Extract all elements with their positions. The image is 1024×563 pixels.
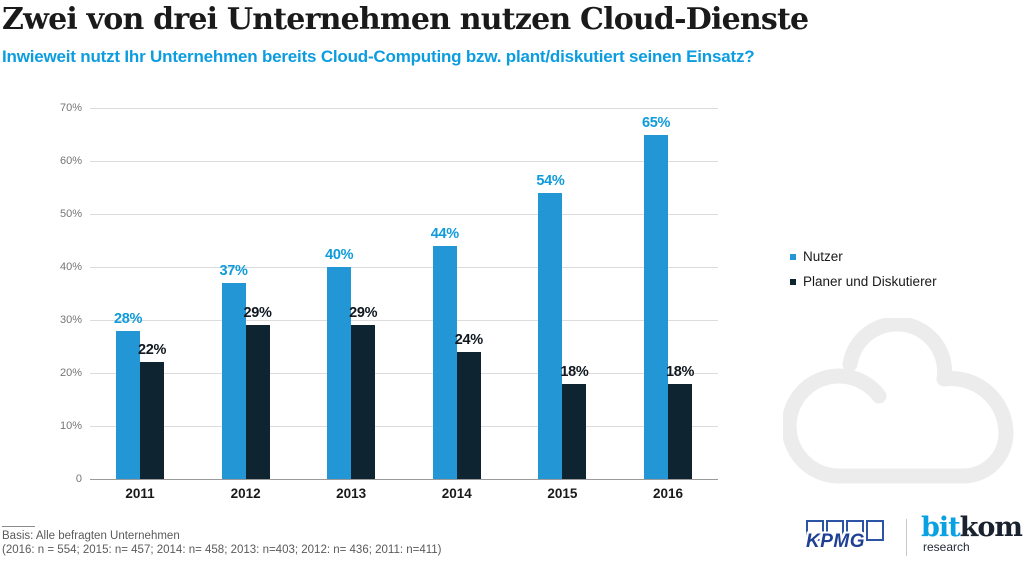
bar-nutzer-2012 bbox=[221, 282, 246, 479]
bar-planer-2015 bbox=[562, 383, 587, 479]
gridline-0 bbox=[90, 479, 718, 480]
value-label-nutzer-2015: 54% bbox=[536, 172, 565, 189]
bar-planer-2014 bbox=[456, 351, 481, 479]
value-label-nutzer-2014: 44% bbox=[430, 225, 459, 242]
y-tick-label: 60% bbox=[59, 155, 82, 167]
x-tick-label-2015: 2015 bbox=[547, 486, 578, 501]
y-tick-label: 70% bbox=[59, 102, 82, 114]
kpmg-squares-icon bbox=[806, 520, 892, 541]
kpmg-wordmark: KPMG bbox=[806, 531, 865, 552]
y-tick-label: 10% bbox=[59, 420, 82, 432]
bar-nutzer-2011 bbox=[116, 330, 140, 479]
value-label-planer-2012: 29% bbox=[243, 305, 272, 322]
bar-nutzer-2015 bbox=[538, 192, 563, 479]
logo-divider bbox=[906, 519, 907, 556]
value-label-planer-2011: 22% bbox=[137, 342, 167, 359]
bar-planer-2012 bbox=[245, 325, 270, 479]
gridline-60 bbox=[90, 161, 718, 162]
bar-planer-2016 bbox=[668, 383, 692, 479]
value-label-nutzer-2012: 37% bbox=[219, 262, 248, 279]
value-label-planer-2016: 18% bbox=[665, 363, 695, 380]
value-label-planer-2013: 29% bbox=[349, 305, 378, 322]
gridline-10 bbox=[90, 426, 718, 427]
y-tick-label: 40% bbox=[59, 261, 82, 273]
x-tick-label-2011: 2011 bbox=[125, 486, 155, 501]
kpmg-logo: KPMG bbox=[806, 520, 892, 556]
x-tick-label-2012: 2012 bbox=[230, 486, 261, 501]
bitkom-logo: bitkom research bbox=[921, 512, 1023, 555]
page-subtitle: Inwieweit nutzt Ihr Unternehmen bereits … bbox=[2, 47, 755, 66]
y-tick-label: 50% bbox=[59, 208, 82, 220]
gridline-30 bbox=[90, 320, 718, 321]
plot-area: 28% 22% 37% 29% 40% 29% 44% 24% 54% 18% 65% 18% bbox=[90, 108, 718, 480]
legend-item: Planer und Diskutierer bbox=[790, 269, 937, 294]
x-tick-label-2014: 2014 bbox=[441, 486, 472, 501]
bitkom-research-label: research bbox=[923, 540, 970, 554]
chart-legend: Nutzer Planer und Diskutierer bbox=[790, 244, 937, 294]
legend-item: Nutzer bbox=[790, 244, 937, 269]
grouped-bar-chart: 28% 22% 37% 29% 40% 29% 44% 24% 54% 18% 65% 18% 0 10… bbox=[59, 102, 718, 501]
legend-swatch-icon bbox=[790, 253, 796, 260]
bar-nutzer-2014 bbox=[432, 245, 457, 479]
legend-label: Nutzer bbox=[803, 249, 843, 264]
value-label-nutzer-2016: 65% bbox=[641, 114, 671, 131]
gridline-50 bbox=[90, 214, 718, 215]
footnote-sample-sizes: (2016: n = 554; 2015: n= 457; 2014: n= 4… bbox=[2, 544, 442, 556]
value-label-nutzer-2011: 28% bbox=[113, 310, 143, 327]
gridline-70 bbox=[90, 108, 718, 109]
gridline-20 bbox=[90, 373, 718, 374]
value-label-planer-2014: 24% bbox=[454, 331, 483, 348]
legend-swatch-icon bbox=[790, 278, 796, 285]
x-tick-label-2013: 2013 bbox=[336, 486, 367, 501]
bar-nutzer-2016 bbox=[644, 134, 668, 479]
page-title: Zwei von drei Unternehmen nutzen Cloud-D… bbox=[2, 2, 809, 37]
y-tick-label: 20% bbox=[59, 367, 82, 379]
cloud-outline-icon bbox=[783, 318, 1014, 484]
bar-planer-2011 bbox=[140, 362, 164, 479]
y-tick-label: 30% bbox=[59, 314, 82, 326]
bar-planer-2013 bbox=[351, 325, 376, 479]
value-label-nutzer-2013: 40% bbox=[325, 247, 354, 263]
footnote-basis: Basis: Alle befragten Unternehmen bbox=[2, 530, 180, 542]
y-tick-label: 0 bbox=[75, 473, 82, 485]
bar-nutzer-2013 bbox=[327, 267, 352, 479]
value-label-planer-2015: 18% bbox=[560, 363, 589, 380]
gridline-40 bbox=[90, 267, 718, 268]
footnote-divider bbox=[2, 526, 35, 527]
bitkom-wordmark: bitkom bbox=[921, 512, 1023, 543]
x-tick-label-2016: 2016 bbox=[652, 486, 684, 501]
legend-label: Planer und Diskutierer bbox=[803, 274, 937, 289]
